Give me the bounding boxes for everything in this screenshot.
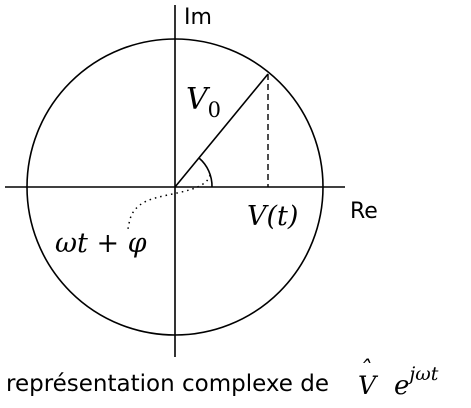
caption-hat: ˆ <box>359 356 371 384</box>
phase-leader-dotted <box>126 174 211 233</box>
phase-label: ωt + φ <box>55 228 147 259</box>
phasor-vector <box>174 73 269 188</box>
amplitude-label: V0 <box>186 82 221 122</box>
caption-symbol: V <box>358 371 379 400</box>
caption-text: représentation complexe de <box>6 371 329 397</box>
real-axis-label: Re <box>350 199 378 224</box>
caption-exponential: ejωt <box>394 363 439 401</box>
projection-label: V(t) <box>247 201 298 232</box>
imaginary-axis-label: Im <box>184 5 212 30</box>
angle-arc <box>198 157 213 188</box>
